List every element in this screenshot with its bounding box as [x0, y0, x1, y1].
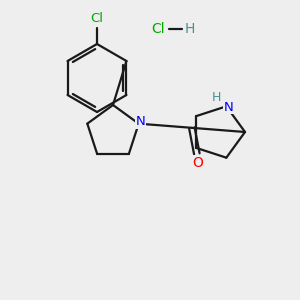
Text: Cl: Cl: [91, 13, 103, 26]
Text: N: N: [224, 101, 233, 114]
Text: H: H: [212, 91, 221, 104]
Text: N: N: [136, 115, 146, 128]
Text: Cl: Cl: [151, 22, 165, 36]
Text: O: O: [192, 156, 203, 170]
Text: H: H: [185, 22, 195, 36]
